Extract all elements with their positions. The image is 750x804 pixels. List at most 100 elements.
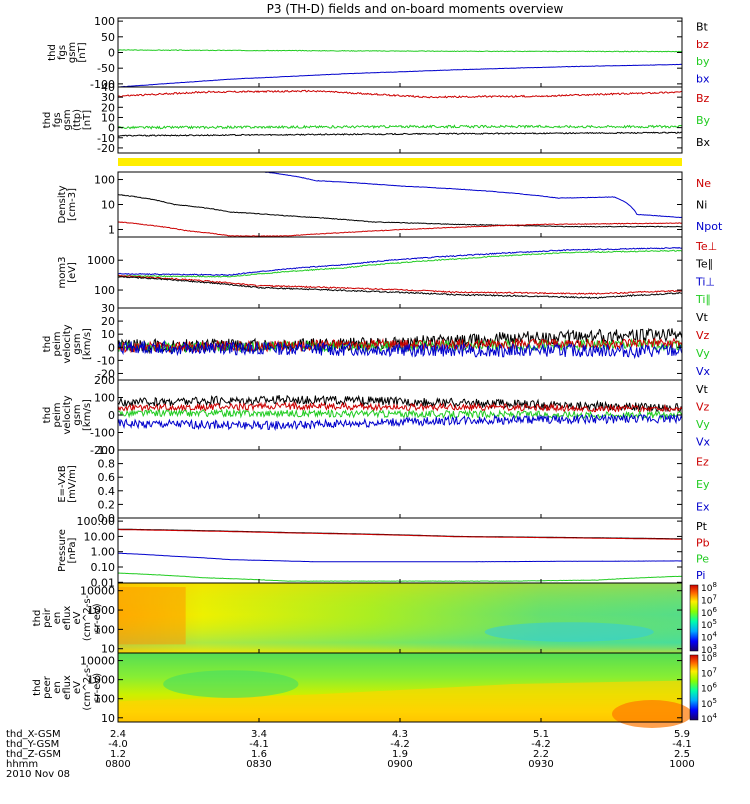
- heatmap-high-region: [118, 680, 682, 722]
- heatmap-low-region: [163, 670, 299, 698]
- y-axis-label: gsm: [72, 333, 83, 354]
- y-axis-label: eV: [72, 681, 83, 694]
- y-tick-label: 0.8: [98, 458, 116, 471]
- y-tick-label: 10000: [80, 655, 115, 668]
- colorbar-tick-label: 104: [701, 712, 717, 725]
- series-by: [117, 49, 683, 53]
- legend-label: Te⊥: [695, 240, 717, 253]
- y-axis-label: [eV]: [67, 262, 78, 283]
- series-bx: [118, 63, 683, 88]
- legend-label: Vt: [696, 311, 709, 324]
- legend-label: Vy: [696, 418, 710, 431]
- panel-frame: [117, 449, 683, 519]
- ephem-value: 0900: [387, 759, 412, 770]
- y-tick-label: 1.0: [98, 444, 116, 457]
- legend-label: Bz: [696, 92, 710, 105]
- y-axis-label: [nPa]: [67, 537, 78, 563]
- y-tick-label: 100: [94, 284, 115, 297]
- y-axis-label: thd: [32, 610, 43, 627]
- series-Pt: [117, 528, 682, 540]
- y-tick-label: -100: [90, 78, 115, 91]
- y-tick-label: 0.01: [91, 576, 116, 589]
- legend-label: Ne: [696, 177, 711, 190]
- y-axis-label: eflux: [62, 675, 73, 700]
- series-Vz: [117, 401, 683, 414]
- y-tick-label: 0.6: [98, 471, 116, 484]
- y-axis-label: sr-eV): [92, 673, 103, 702]
- ephem-value: 0830: [246, 759, 271, 770]
- legend-label: by: [696, 55, 710, 68]
- legend-label: Te∥: [695, 258, 713, 271]
- y-tick-label: 30: [101, 91, 115, 104]
- legend-label: bz: [696, 38, 709, 51]
- ephem-value: -4.2: [390, 739, 410, 750]
- heatmap-high-region: [118, 587, 186, 645]
- series-Vt: [117, 394, 683, 413]
- ephem-value: 5.9: [674, 729, 690, 740]
- ephem-value: 0800: [105, 759, 130, 770]
- legend-label: Vz: [696, 400, 710, 413]
- panel-frame: [117, 86, 683, 154]
- y-tick-label: 10: [101, 328, 115, 341]
- colorbar-tick-label: 106: [701, 606, 717, 619]
- x-axis-labels: thd_X-GSM 2.4 3.4 4.3 5.1 5.9 thd_Y-GSM -4.0 -4.…: [6, 729, 695, 780]
- y-tick-label: 100: [94, 15, 115, 28]
- colorbar-tick-label: 105: [701, 697, 717, 710]
- legend-label: Ti∥: [695, 293, 711, 306]
- y-axis-label: (cm^2-s-: [82, 594, 93, 641]
- legend-label: Vz: [696, 329, 710, 342]
- y-axis-label: thd: [32, 679, 43, 696]
- series-Ti⊥: [117, 246, 683, 277]
- y-axis-label: [km/s]: [82, 399, 93, 431]
- y-axis-label: fgs: [52, 112, 63, 127]
- y-axis-label: gsm: [67, 42, 78, 63]
- series-Ni: [118, 194, 683, 228]
- ephem-label: thd_X-GSM: [6, 729, 61, 740]
- legend-label: Ti⊥: [695, 275, 715, 288]
- y-tick-label: 1: [108, 223, 115, 236]
- panel-frame: [117, 517, 683, 584]
- ephem-value: -4.1: [672, 739, 692, 750]
- y-tick-label: 20: [101, 101, 115, 114]
- legend-label: Vx: [696, 435, 711, 448]
- y-tick-label: 10: [101, 643, 115, 656]
- ephem-value: 2.5: [674, 749, 690, 760]
- y-axis-label: en: [52, 681, 63, 694]
- y-tick-label: 1000: [87, 604, 115, 617]
- y-tick-label: 10: [101, 111, 115, 124]
- panel-p6: Vt Vz Vy Vx 200 100 0 -100 -200 thd peim velocity gs…: [42, 374, 711, 457]
- panel-frame: [117, 171, 683, 238]
- series-Pi: [117, 552, 683, 563]
- y-tick-label: 0: [108, 409, 115, 422]
- ephem-value: 1.6: [251, 749, 267, 760]
- y-axis-label: (cm^2-s-: [82, 664, 93, 711]
- panel-frame: [117, 236, 683, 309]
- y-axis-label: velocity: [62, 395, 73, 434]
- legend-label: Pi: [696, 569, 705, 582]
- series-Bx: [117, 131, 683, 137]
- y-axis-label: en: [52, 612, 63, 625]
- legend-label: Ex: [696, 501, 710, 514]
- panel-p7: Ez Ey Ex 1.00.80.60.40.20.0 E=-VxB [mV/m]: [57, 444, 710, 525]
- legend-label: Ey: [696, 478, 710, 491]
- legend-label: Vx: [696, 365, 711, 378]
- y-tick-label: 100: [94, 623, 115, 636]
- legend-label: Bt: [696, 21, 709, 34]
- colorbar-tick-label: 105: [701, 618, 717, 631]
- y-axis-label: (ttp): [72, 109, 83, 131]
- y-tick-label: -200: [90, 444, 115, 457]
- y-tick-label: 50: [101, 31, 115, 44]
- ephem-value: 0930: [528, 759, 553, 770]
- y-axis-label: gsm: [62, 109, 73, 130]
- series-Pb: [118, 529, 682, 540]
- y-axis-label: fgs: [57, 45, 68, 60]
- y-axis-label: E=-VxB: [57, 465, 68, 502]
- y-tick-label: -20: [97, 142, 115, 155]
- y-axis-label: peer: [42, 675, 53, 699]
- series-Ti∥: [117, 249, 683, 278]
